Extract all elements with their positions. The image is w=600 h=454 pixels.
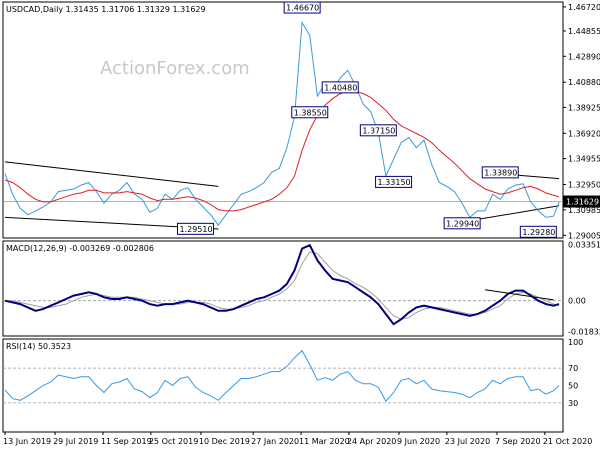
price-annotation-box bbox=[519, 225, 557, 238]
price-annotation-box bbox=[321, 81, 359, 94]
price-y-tick-label: 1.29005 bbox=[568, 231, 600, 240]
x-tick-label: 10 Dec 2019 bbox=[199, 437, 250, 446]
x-tick-label: 25 Oct 2019 bbox=[149, 437, 198, 446]
current-price-marker bbox=[563, 195, 600, 208]
x-tick-label: 24 Apr 2020 bbox=[347, 437, 396, 446]
price-annotation-label: 1.29510 bbox=[179, 225, 212, 234]
rsi-y-tick-label: 30 bbox=[568, 399, 578, 408]
macd-y-tick-label: 0.033515 bbox=[568, 240, 600, 249]
macd-y-tick-label: -0.018324 bbox=[568, 328, 600, 337]
current-price-label: 1.31629 bbox=[566, 198, 599, 207]
price-y-tick-label: 1.42890 bbox=[568, 52, 600, 61]
x-tick-label: 11 Mar 2020 bbox=[299, 437, 350, 446]
price-annotation-label: 1.46670 bbox=[286, 4, 319, 13]
price-annotation-box bbox=[291, 106, 329, 119]
macd-signal-line bbox=[5, 251, 560, 320]
trendline-upper-left bbox=[4, 161, 219, 187]
price-line bbox=[4, 21, 560, 226]
price-annotation-label: 1.33890 bbox=[484, 168, 517, 177]
price-annotation-box bbox=[481, 166, 519, 179]
x-tick-label: 29 Jul 2019 bbox=[53, 437, 98, 446]
price-annotation-label: 1.29280 bbox=[522, 228, 555, 237]
rsi-y-tick-label: 50 bbox=[568, 382, 578, 391]
ma-line bbox=[4, 90, 560, 212]
price-panel-frame bbox=[2, 1, 564, 239]
price-annotation-label: 1.33150 bbox=[378, 178, 411, 187]
price-y-tick-label: 1.46720 bbox=[568, 3, 600, 12]
macd-line bbox=[4, 243, 560, 326]
price-annotation-box bbox=[359, 124, 397, 137]
macd-panel-title: MACD(12,26,9) -0.003269 -0.002806 bbox=[6, 244, 154, 253]
macd-trendline bbox=[484, 289, 554, 301]
price-annotation-label: 1.40480 bbox=[324, 83, 357, 92]
x-tick-label: 21 Oct 2020 bbox=[543, 437, 592, 446]
x-tick-label: 11 Sep 2019 bbox=[101, 437, 152, 446]
price-y-tick-label: 1.32950 bbox=[568, 180, 600, 189]
x-tick-label: 23 Jul 2020 bbox=[445, 437, 490, 446]
price-y-tick-label: 1.40880 bbox=[568, 78, 600, 87]
rsi-line bbox=[4, 349, 560, 403]
price-annotation-label: 1.29940 bbox=[446, 219, 479, 228]
x-tick-label: 9 Jun 2020 bbox=[397, 437, 440, 446]
price-y-tick-label: 1.30985 bbox=[568, 206, 600, 215]
x-tick-label: 27 Jan 2020 bbox=[251, 437, 299, 446]
price-annotation-box bbox=[176, 222, 214, 235]
x-tick-label: 7 Sep 2020 bbox=[495, 437, 541, 446]
price-annotation-label: 1.37150 bbox=[362, 126, 395, 135]
price-panel-title: USDCAD,Daily 1.31435 1.31706 1.31329 1.3… bbox=[6, 5, 206, 14]
price-y-tick-label: 1.36920 bbox=[568, 129, 600, 138]
rsi-panel-title: RSI(14) 50.3523 bbox=[6, 342, 71, 351]
rsi-y-tick-label: 100 bbox=[568, 338, 583, 347]
price-annotation-box bbox=[375, 175, 413, 188]
macd-y-tick-label: 0.00 bbox=[568, 297, 586, 306]
price-annotation-box bbox=[443, 217, 481, 230]
watermark: ActionForex.com bbox=[100, 58, 250, 79]
macd-panel-frame bbox=[2, 240, 564, 337]
price-annotation-box bbox=[283, 1, 321, 14]
rsi-panel-frame bbox=[2, 338, 564, 433]
price-y-tick-label: 1.34955 bbox=[568, 155, 600, 164]
price-y-tick-label: 1.38925 bbox=[568, 103, 600, 112]
price-annotation-label: 1.38550 bbox=[294, 108, 327, 117]
price-y-tick-label: 1.44855 bbox=[568, 27, 600, 36]
x-tick-label: 13 Jun 2019 bbox=[3, 437, 51, 446]
rsi-y-tick-label: 70 bbox=[568, 364, 578, 373]
